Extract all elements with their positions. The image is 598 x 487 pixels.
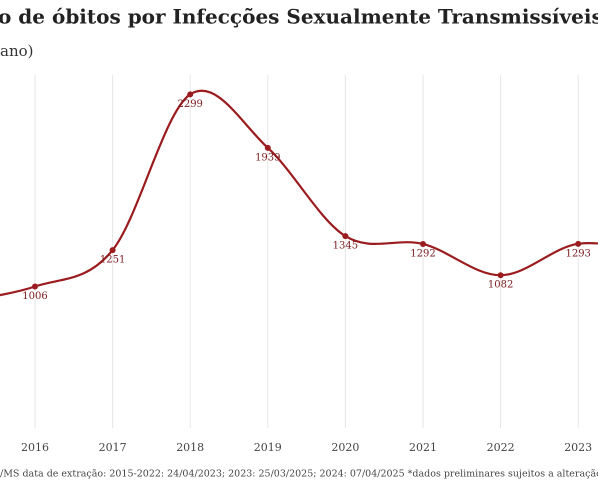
point xyxy=(187,91,194,98)
data-label: 1939 xyxy=(255,152,280,163)
point xyxy=(32,283,38,290)
point xyxy=(109,247,116,254)
x-tick-label: 2021 xyxy=(409,441,437,454)
chart-subtitle: ano) xyxy=(0,42,34,60)
x-tick-label: 2019 xyxy=(254,441,282,454)
point xyxy=(497,272,504,279)
point xyxy=(420,240,426,247)
source-note: /MS data de extração: 2015-2022: 24/04/2… xyxy=(0,469,598,480)
data-label: 1006 xyxy=(22,291,47,302)
x-tick-label: 2016 xyxy=(21,441,49,454)
data-label: 1292 xyxy=(410,248,435,259)
data-label: 1293 xyxy=(565,248,590,259)
x-tick-label: 2022 xyxy=(487,441,515,454)
chart-title: o de óbitos por Infecções Sexualmente Tr… xyxy=(0,5,598,29)
x-tick-label: 2018 xyxy=(176,441,204,454)
point xyxy=(264,144,271,151)
data-label: 2299 xyxy=(177,99,202,110)
x-tick-label: 2020 xyxy=(331,441,359,454)
data-label: 1251 xyxy=(100,255,125,266)
data-label: 1345 xyxy=(333,241,358,252)
point xyxy=(575,240,582,247)
data-label: 1082 xyxy=(488,280,513,291)
x-tick-label: 2023 xyxy=(564,441,592,454)
x-tick-label: 2017 xyxy=(99,441,127,454)
point xyxy=(342,233,349,240)
line xyxy=(0,89,598,297)
